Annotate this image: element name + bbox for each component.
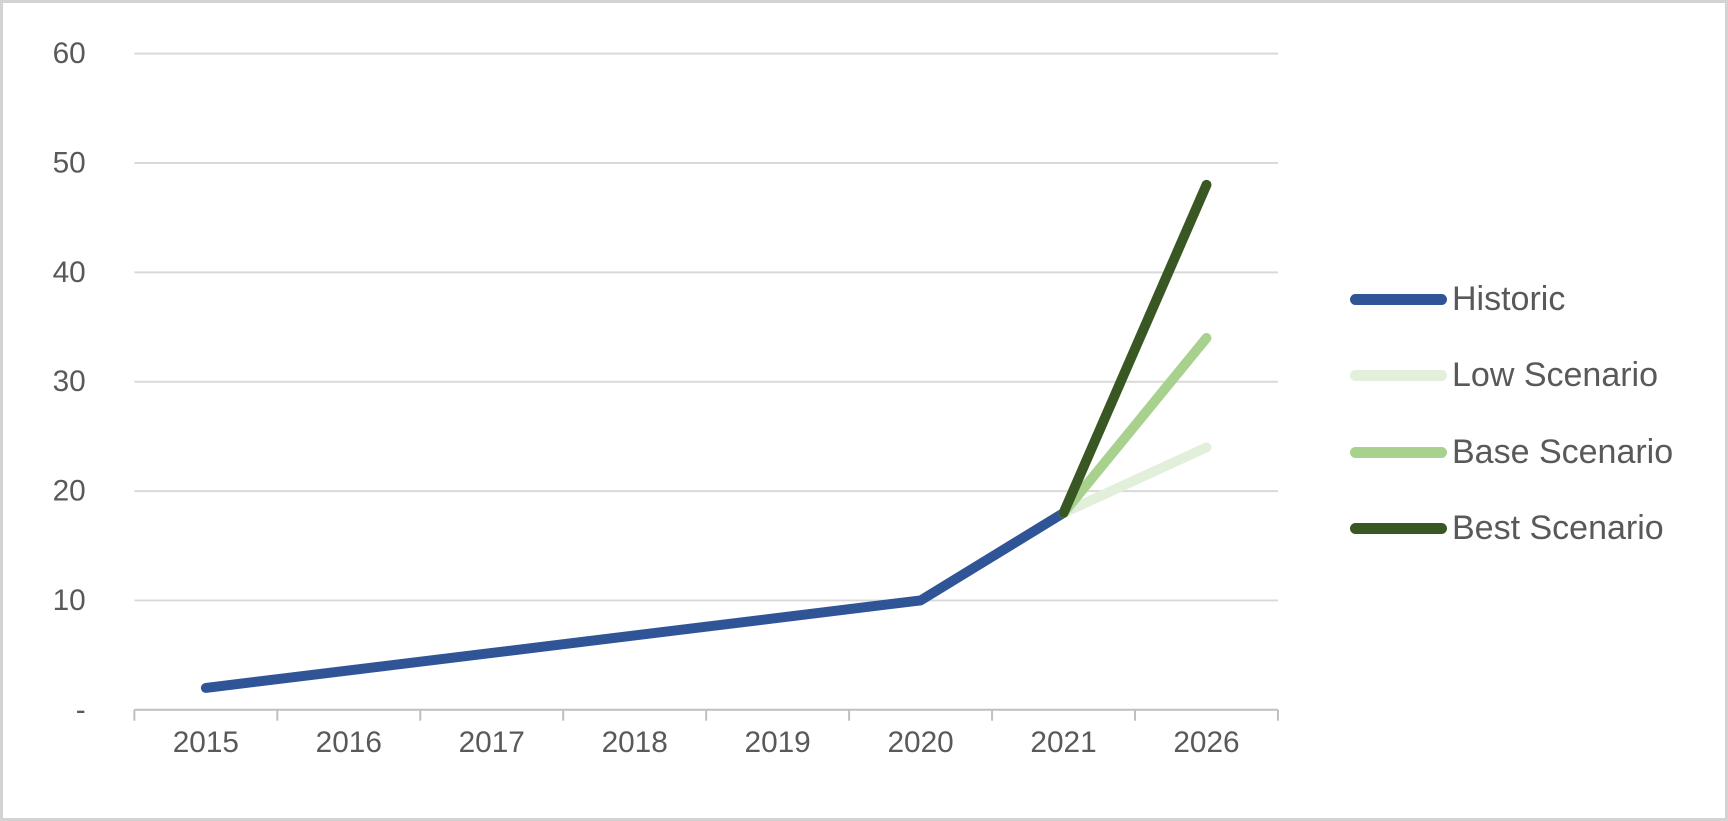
legend-item-base-scenario: Base Scenario xyxy=(1350,432,1673,472)
x-axis-label-2019: 2019 xyxy=(745,726,811,759)
x-axis-label-2018: 2018 xyxy=(602,726,668,759)
legend-swatch-historic xyxy=(1350,293,1447,305)
series-line-historic xyxy=(200,507,1069,693)
chart-legend: Historic Low Scenario Base Scenario Best Sc… xyxy=(1350,3,1710,818)
series-line-low-scenario xyxy=(1058,442,1212,518)
y-axis-label-50: 50 xyxy=(53,146,86,179)
x-axis-label-2020: 2020 xyxy=(887,726,953,759)
x-axis-label-2017: 2017 xyxy=(459,726,525,759)
legend-label-low-scenario: Low Scenario xyxy=(1452,356,1659,394)
legend-label-base-scenario: Base Scenario xyxy=(1452,433,1674,471)
legend-swatch-low-scenario xyxy=(1350,369,1447,381)
legend-item-historic: Historic xyxy=(1350,279,1565,319)
x-axis-label-2015: 2015 xyxy=(173,726,239,759)
series-line-best-scenario xyxy=(1058,179,1212,518)
legend-label-historic: Historic xyxy=(1452,280,1566,318)
legend-label-best-scenario: Best Scenario xyxy=(1452,509,1664,547)
legend-item-best-scenario: Best Scenario xyxy=(1350,508,1664,548)
x-axis-label-2026: 2026 xyxy=(1173,726,1239,759)
legend-item-low-scenario: Low Scenario xyxy=(1350,355,1658,395)
y-axis-label-60: 60 xyxy=(53,37,86,70)
legend-swatch-best-scenario xyxy=(1350,522,1447,534)
y-axis-label-10: 10 xyxy=(53,584,86,617)
y-axis-label-20: 20 xyxy=(53,475,86,508)
y-axis-label-0: - xyxy=(76,693,86,726)
y-axis-label-30: 30 xyxy=(53,365,86,398)
series-line-base-scenario xyxy=(1058,333,1212,518)
plot-area: - 10 20 30 40 50 60 2015 2016 2017 2018 2019 2020 202… xyxy=(53,37,1279,759)
x-axis-label-2016: 2016 xyxy=(316,726,382,759)
y-axis-label-40: 40 xyxy=(53,256,86,289)
x-axis-label-2021: 2021 xyxy=(1030,726,1096,759)
legend-swatch-base-scenario xyxy=(1350,446,1447,458)
